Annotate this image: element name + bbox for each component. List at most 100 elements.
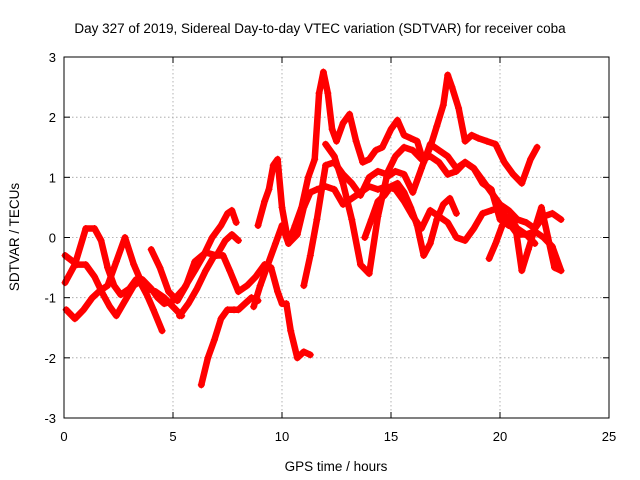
data-point <box>407 134 415 142</box>
data-point <box>226 267 234 275</box>
data-point <box>313 215 321 223</box>
data-point <box>322 140 330 148</box>
data-point <box>110 282 118 290</box>
y-tick-label: 2 <box>49 110 56 125</box>
data-point <box>324 89 332 97</box>
data-point <box>315 89 323 97</box>
data-point <box>228 230 236 238</box>
data-point <box>328 125 336 133</box>
data-point <box>99 291 107 299</box>
data-point <box>356 261 364 269</box>
data-point <box>282 300 290 308</box>
data-point <box>380 191 388 199</box>
data-point <box>160 300 168 308</box>
data-point <box>112 258 120 266</box>
x-tick-label: 5 <box>169 429 176 444</box>
data-point <box>256 282 264 290</box>
data-point <box>452 164 460 172</box>
data-point <box>548 209 556 217</box>
data-point <box>433 122 441 130</box>
y-tick-label: 1 <box>49 170 56 185</box>
data-point <box>522 218 530 226</box>
data-point <box>365 173 373 181</box>
data-point <box>461 137 469 145</box>
data-point <box>391 167 399 175</box>
data-point <box>154 294 162 302</box>
data-point <box>202 249 210 257</box>
data-point <box>319 68 327 76</box>
data-point <box>365 270 373 278</box>
data-point <box>356 191 364 199</box>
data-point <box>361 234 369 241</box>
data-point <box>232 218 240 226</box>
data-point <box>130 282 138 290</box>
data-point <box>531 224 539 232</box>
data-point <box>557 215 565 223</box>
data-point <box>241 300 249 308</box>
data-point <box>234 288 242 296</box>
data-point <box>117 291 125 299</box>
data-point <box>409 146 417 154</box>
data-point <box>378 143 386 151</box>
data-point <box>470 224 478 232</box>
data-point <box>261 197 269 205</box>
data-point <box>219 252 227 260</box>
y-tick-label: -2 <box>44 351 56 366</box>
data-point <box>210 336 218 344</box>
data-point <box>479 179 487 187</box>
data-point <box>82 224 90 232</box>
data-point <box>374 185 382 193</box>
x-tick-label: 20 <box>493 429 507 444</box>
data-point <box>158 327 166 335</box>
data-point <box>498 221 506 229</box>
data-point <box>73 261 81 269</box>
data-point <box>372 146 380 154</box>
data-point <box>461 158 469 166</box>
data-point <box>97 237 105 245</box>
x-tick-label: 15 <box>384 429 398 444</box>
data-point <box>254 221 262 229</box>
plot-frame <box>63 56 610 419</box>
series-track-3 <box>61 206 240 320</box>
y-tick-label: 0 <box>49 231 56 246</box>
data-point <box>330 185 338 193</box>
x-tick-label: 0 <box>60 429 67 444</box>
data-point <box>82 261 90 269</box>
data-point <box>311 155 319 163</box>
data-point <box>557 267 565 275</box>
data-point <box>439 200 447 208</box>
data-point <box>204 354 212 362</box>
data-point <box>527 155 535 163</box>
data-point <box>263 264 271 272</box>
data-point <box>394 116 402 124</box>
data-point <box>537 203 545 211</box>
chart-title: Day 327 of 2019, Sidereal Day-to-day VTE… <box>74 21 566 36</box>
data-point <box>444 170 452 178</box>
x-tick-label: 25 <box>602 429 616 444</box>
data-point <box>104 264 112 272</box>
series-track-6 <box>197 294 262 389</box>
data-point <box>224 209 231 217</box>
data-point <box>61 279 69 287</box>
data-point <box>492 140 500 148</box>
data-point <box>492 240 500 248</box>
data-point <box>346 110 354 118</box>
data-point <box>400 131 408 139</box>
data-point <box>300 348 308 356</box>
data-point <box>208 234 216 241</box>
data-point <box>452 234 460 241</box>
data-point <box>461 237 469 245</box>
data-point <box>455 104 463 112</box>
data-point <box>149 306 157 314</box>
data-point <box>524 246 532 254</box>
data-point <box>352 137 360 145</box>
x-tick-label: 10 <box>275 429 289 444</box>
x-axis-label: GPS time / hours <box>285 459 388 474</box>
data-point <box>221 237 229 245</box>
data-point <box>143 291 151 299</box>
data-point <box>348 179 356 187</box>
data-point <box>106 303 114 311</box>
data-point <box>426 140 434 148</box>
data-point <box>300 282 308 290</box>
